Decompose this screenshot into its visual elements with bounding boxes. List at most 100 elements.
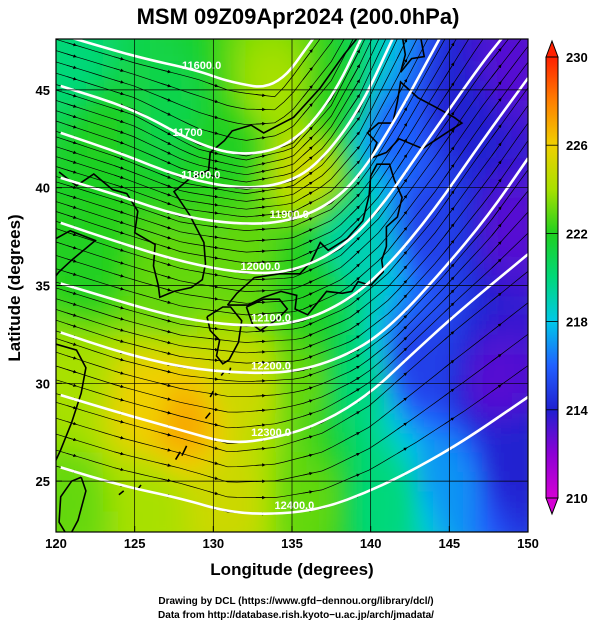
temperature-cell: [527, 392, 528, 414]
wind-arrow: [255, 393, 266, 398]
temperature-cell: [197, 99, 214, 120]
colorbar-tick-label: 230: [566, 50, 588, 65]
temperature-cell: [433, 431, 450, 453]
temperature-cell: [464, 333, 482, 355]
temperature-cell: [464, 490, 482, 511]
temperature-cell: [527, 138, 528, 159]
wind-arrow: [114, 370, 125, 375]
temperature-cell: [244, 255, 262, 277]
temperature-cell: [464, 353, 482, 375]
wind-arrow: [114, 209, 125, 214]
streamline: [56, 104, 528, 343]
x-axis: 120 125 130 135 140 145 150: [45, 526, 539, 551]
wind-arrow: [302, 171, 313, 179]
temperature-cell: [275, 236, 293, 257]
temperature-cell: [56, 196, 73, 218]
coastline: [209, 390, 215, 398]
temperature-cell: [118, 39, 136, 42]
height-contour: [60, 39, 441, 225]
temperature-cell: [385, 60, 403, 81]
colorbar: 210 214 218 222 226 230: [545, 39, 588, 516]
streamline: [56, 169, 528, 383]
temperature-cell: [118, 353, 136, 375]
temperature-cell: [197, 294, 214, 316]
temperature-cell: [118, 60, 136, 81]
wind-arrow: [302, 373, 313, 378]
temperature-cell: [291, 451, 309, 472]
temperature-cell: [260, 412, 277, 433]
wind-arrow: [349, 64, 361, 82]
temperature-cell: [260, 353, 277, 375]
wind-arrow: [302, 239, 313, 245]
wind-arrow: [491, 353, 502, 362]
temperature-cell: [118, 451, 136, 472]
temperature-cell: [228, 509, 246, 531]
streamline: [56, 39, 345, 126]
temperature-cell: [181, 529, 199, 532]
wind-arrow: [161, 69, 172, 74]
temperature-cell: [511, 333, 528, 355]
temperature-cell: [480, 509, 498, 531]
wind-arrow: [302, 322, 313, 328]
temperature-cell: [511, 412, 528, 433]
streamline: [56, 39, 362, 157]
temperature-cell: [322, 451, 340, 472]
wind-arrow: [349, 193, 360, 204]
coastline: [56, 343, 87, 462]
temperature-cell: [244, 40, 262, 62]
temperature-cell: [511, 509, 528, 531]
temperature-cell: [149, 314, 167, 335]
coastline: [174, 451, 181, 461]
temperature-cell: [480, 431, 498, 453]
credit-drawing: Drawing by DCL (https://www.gfd−dennou.o…: [158, 596, 433, 607]
temperature-cell: [56, 157, 57, 179]
temperature-cell: [464, 314, 482, 335]
temperature-cell: [433, 529, 450, 532]
temperature-cell: [527, 60, 528, 81]
wind-arrow: [161, 287, 172, 292]
temperature-cell: [307, 451, 324, 472]
wind-arrow: [161, 159, 172, 165]
contour-label: 12200.0: [251, 361, 291, 373]
contour-label: 11600.0: [182, 60, 221, 72]
temperature-cell: [496, 529, 513, 532]
wind-arrow: [491, 160, 502, 175]
wind-arrow: [114, 260, 125, 265]
temperature-cell: [56, 138, 73, 159]
temperature-cell: [511, 529, 528, 532]
temperature-cell: [197, 196, 214, 218]
temperature-cell: [56, 99, 73, 120]
temperature-cell: [165, 490, 183, 511]
temperature-cell: [244, 216, 262, 238]
temperature-cell: [464, 451, 482, 472]
temperature-cell: [244, 333, 262, 355]
temperature-cell: [464, 39, 482, 42]
temperature-cell: [56, 138, 57, 159]
temperature-cell: [212, 412, 230, 433]
wind-arrow: [66, 140, 77, 145]
temperature-cell: [118, 431, 136, 453]
wind-arrow: [66, 271, 77, 276]
wind-arrow: [161, 129, 172, 136]
temperature-cell: [181, 196, 199, 218]
coastline: [118, 490, 125, 496]
wind-arrow: [397, 294, 408, 306]
wind-arrow: [255, 249, 266, 253]
height-contour: [60, 395, 528, 515]
temperature-cell: [228, 138, 246, 159]
streamline: [56, 39, 429, 218]
contour-label: 11900.0: [270, 209, 309, 221]
temperature-cell: [338, 412, 356, 433]
temperature-cell: [527, 490, 528, 511]
temperature-cell: [244, 451, 262, 472]
temperature-cell: [527, 118, 528, 140]
temperature-cell: [322, 314, 340, 335]
temperature-cell: [228, 39, 246, 42]
temperature-cell: [197, 40, 214, 62]
streamline: [56, 39, 470, 253]
wind-arrow: [161, 96, 172, 102]
temperature-cell: [291, 39, 309, 42]
temperature-cell: [322, 118, 340, 140]
wind-arrow: [302, 344, 313, 350]
wind-arrow: [302, 103, 313, 115]
